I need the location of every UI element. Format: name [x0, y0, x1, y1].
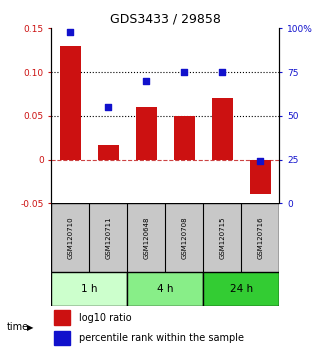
Text: GSM120708: GSM120708	[181, 216, 187, 259]
Text: GSM120716: GSM120716	[257, 216, 263, 259]
Point	[258, 159, 263, 164]
Bar	[98, 145, 119, 160]
Text: GSM120715: GSM120715	[219, 216, 225, 259]
Bar	[54, 331, 70, 345]
Title: GDS3433 / 29858: GDS3433 / 29858	[110, 13, 221, 26]
Point	[182, 69, 187, 75]
Point	[144, 78, 149, 84]
Point	[106, 104, 111, 110]
Point	[68, 29, 73, 35]
Text: 4 h: 4 h	[157, 284, 174, 294]
Bar	[250, 160, 271, 194]
Text: 24 h: 24 h	[230, 284, 253, 294]
Bar	[54, 310, 70, 325]
Bar	[127, 272, 203, 306]
Text: log10 ratio: log10 ratio	[79, 313, 131, 323]
Text: GSM120710: GSM120710	[67, 216, 74, 259]
Text: percentile rank within the sample: percentile rank within the sample	[79, 333, 244, 343]
Bar	[51, 272, 127, 306]
Point	[220, 69, 225, 75]
Text: 1 h: 1 h	[81, 284, 98, 294]
Bar	[136, 107, 157, 160]
Bar	[212, 98, 233, 160]
Bar	[60, 46, 81, 160]
Text: GSM120648: GSM120648	[143, 216, 149, 259]
Text: time: time	[6, 322, 29, 332]
Text: GSM120711: GSM120711	[105, 216, 111, 259]
Bar	[203, 272, 279, 306]
Text: ▶: ▶	[27, 323, 34, 332]
Bar	[174, 116, 195, 160]
